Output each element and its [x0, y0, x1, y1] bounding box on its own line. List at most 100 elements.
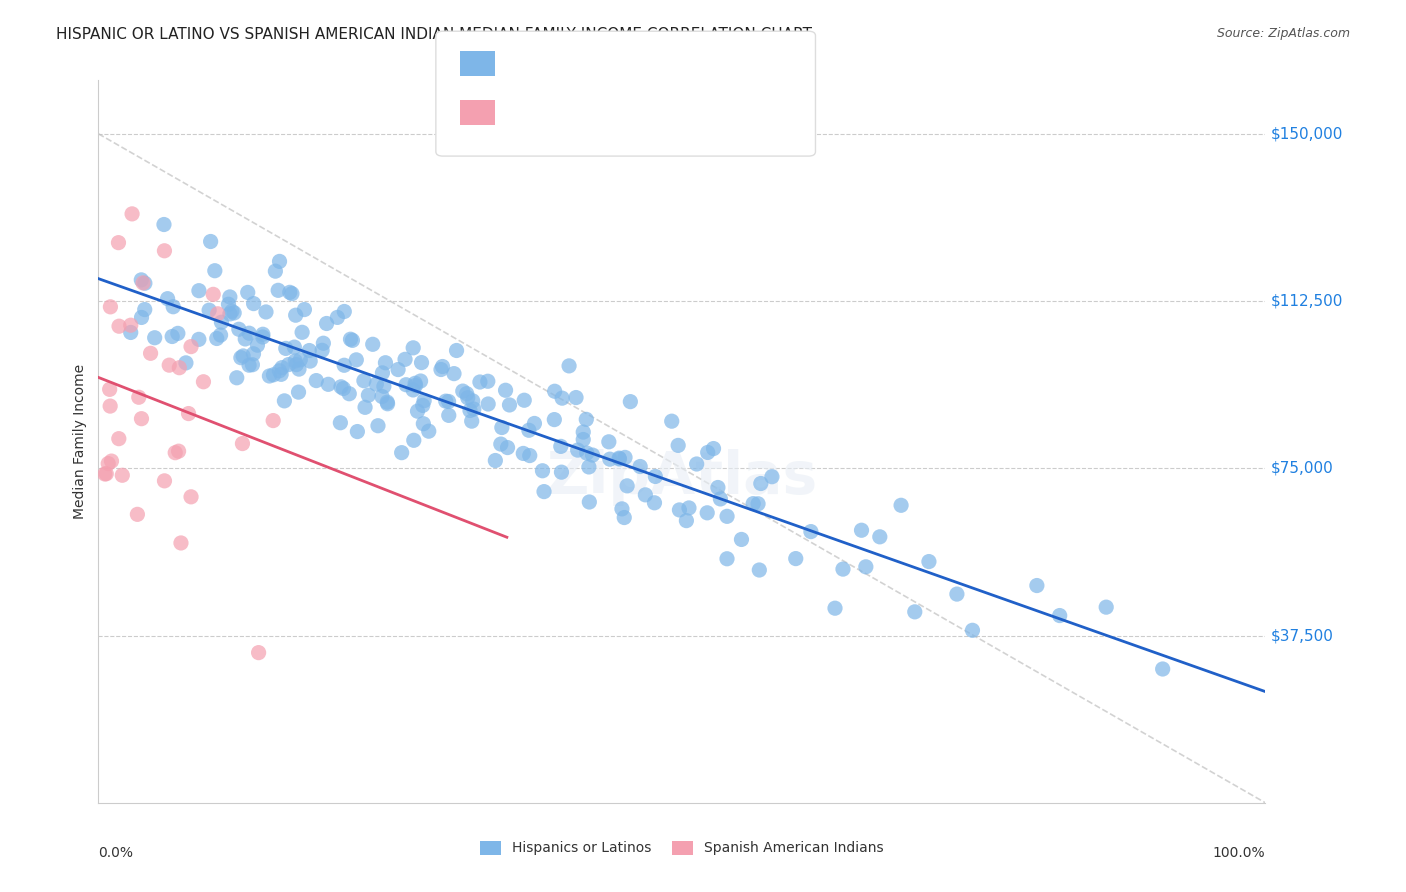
- Hispanics or Latinos: [685, 457, 707, 471]
- Hispanics or Latinos: [305, 374, 328, 388]
- Hispanics or Latinos: [330, 380, 353, 394]
- Hispanics or Latinos: [219, 307, 242, 321]
- Hispanics or Latinos: [484, 453, 506, 467]
- Hispanics or Latinos: [198, 303, 221, 318]
- Hispanics or Latinos: [643, 496, 665, 510]
- Hispanics or Latinos: [598, 434, 620, 449]
- Hispanics or Latinos: [678, 500, 700, 515]
- Spanish American Indians: [169, 360, 191, 375]
- Hispanics or Latinos: [748, 563, 770, 577]
- Hispanics or Latinos: [456, 386, 478, 401]
- Spanish American Indians: [97, 457, 120, 471]
- Hispanics or Latinos: [1095, 600, 1118, 615]
- Hispanics or Latinos: [496, 441, 519, 455]
- Spanish American Indians: [127, 508, 149, 522]
- Hispanics or Latinos: [312, 336, 335, 351]
- Hispanics or Latinos: [558, 359, 581, 373]
- Spanish American Indians: [100, 454, 122, 468]
- Hispanics or Latinos: [513, 393, 536, 408]
- Spanish American Indians: [121, 207, 143, 221]
- Spanish American Indians: [262, 414, 284, 428]
- Hispanics or Latinos: [661, 414, 683, 428]
- Hispanics or Latinos: [550, 465, 572, 479]
- Hispanics or Latinos: [446, 343, 468, 358]
- Hispanics or Latinos: [156, 292, 179, 306]
- Hispanics or Latinos: [377, 397, 399, 411]
- Hispanics or Latinos: [129, 273, 152, 287]
- Hispanics or Latinos: [375, 395, 398, 409]
- Hispanics or Latinos: [284, 354, 307, 368]
- Hispanics or Latinos: [702, 442, 724, 456]
- Spanish American Indians: [153, 474, 176, 488]
- Hispanics or Latinos: [412, 417, 434, 431]
- Hispanics or Latinos: [316, 377, 339, 392]
- Text: $112,500: $112,500: [1271, 293, 1344, 309]
- Hispanics or Latinos: [709, 491, 731, 506]
- Hispanics or Latinos: [291, 326, 314, 340]
- Hispanics or Latinos: [160, 329, 183, 343]
- Spanish American Indians: [139, 346, 162, 360]
- Spanish American Indians: [157, 358, 180, 372]
- Hispanics or Latinos: [531, 464, 554, 478]
- Hispanics or Latinos: [333, 304, 356, 318]
- Hispanics or Latinos: [607, 451, 630, 466]
- Hispanics or Latinos: [575, 446, 598, 460]
- Hispanics or Latinos: [409, 374, 432, 388]
- Spanish American Indians: [247, 646, 270, 660]
- Hispanics or Latinos: [517, 423, 540, 437]
- Hispanics or Latinos: [246, 338, 269, 352]
- Text: 201: 201: [637, 55, 669, 70]
- Hispanics or Latinos: [437, 409, 460, 423]
- Hispanics or Latinos: [463, 402, 485, 417]
- Hispanics or Latinos: [236, 285, 259, 300]
- Hispanics or Latinos: [581, 448, 603, 462]
- Spanish American Indians: [202, 287, 225, 301]
- Hispanics or Latinos: [333, 358, 356, 372]
- Hispanics or Latinos: [616, 479, 638, 493]
- Hispanics or Latinos: [238, 358, 260, 372]
- Hispanics or Latinos: [946, 587, 969, 601]
- Hispanics or Latinos: [218, 290, 240, 304]
- Hispanics or Latinos: [572, 425, 595, 439]
- Hispanics or Latinos: [288, 362, 311, 376]
- Hispanics or Latinos: [1152, 662, 1174, 676]
- Hispanics or Latinos: [785, 551, 807, 566]
- Hispanics or Latinos: [209, 315, 232, 329]
- Spanish American Indians: [98, 399, 121, 413]
- Hispanics or Latinos: [572, 433, 595, 447]
- Hispanics or Latinos: [761, 469, 783, 483]
- Hispanics or Latinos: [391, 445, 413, 459]
- Hispanics or Latinos: [747, 497, 769, 511]
- Hispanics or Latinos: [461, 393, 484, 408]
- Hispanics or Latinos: [1049, 608, 1071, 623]
- Hispanics or Latinos: [269, 254, 291, 268]
- Hispanics or Latinos: [491, 420, 513, 434]
- Text: 100.0%: 100.0%: [1213, 847, 1265, 860]
- Hispanics or Latinos: [225, 370, 247, 384]
- Hispanics or Latinos: [283, 340, 305, 354]
- Hispanics or Latinos: [430, 362, 453, 376]
- Hispanics or Latinos: [131, 310, 153, 325]
- Hispanics or Latinos: [443, 367, 465, 381]
- Hispanics or Latinos: [366, 377, 388, 392]
- Spanish American Indians: [108, 432, 131, 446]
- Hispanics or Latinos: [644, 469, 666, 483]
- Hispanics or Latinos: [716, 551, 738, 566]
- Hispanics or Latinos: [271, 360, 294, 375]
- Hispanics or Latinos: [544, 384, 567, 399]
- Hispanics or Latinos: [357, 388, 380, 402]
- Hispanics or Latinos: [200, 235, 222, 249]
- Hispanics or Latinos: [824, 601, 846, 615]
- Hispanics or Latinos: [224, 306, 246, 320]
- Hispanics or Latinos: [855, 559, 877, 574]
- Hispanics or Latinos: [344, 352, 367, 367]
- Y-axis label: Median Family Income: Median Family Income: [73, 364, 87, 519]
- Hispanics or Latinos: [418, 424, 440, 438]
- Hispanics or Latinos: [578, 495, 600, 509]
- Hispanics or Latinos: [229, 351, 252, 365]
- Spanish American Indians: [177, 407, 200, 421]
- Hispanics or Latinos: [412, 398, 434, 412]
- Hispanics or Latinos: [565, 391, 588, 405]
- Hispanics or Latinos: [477, 397, 499, 411]
- Hispanics or Latinos: [869, 530, 891, 544]
